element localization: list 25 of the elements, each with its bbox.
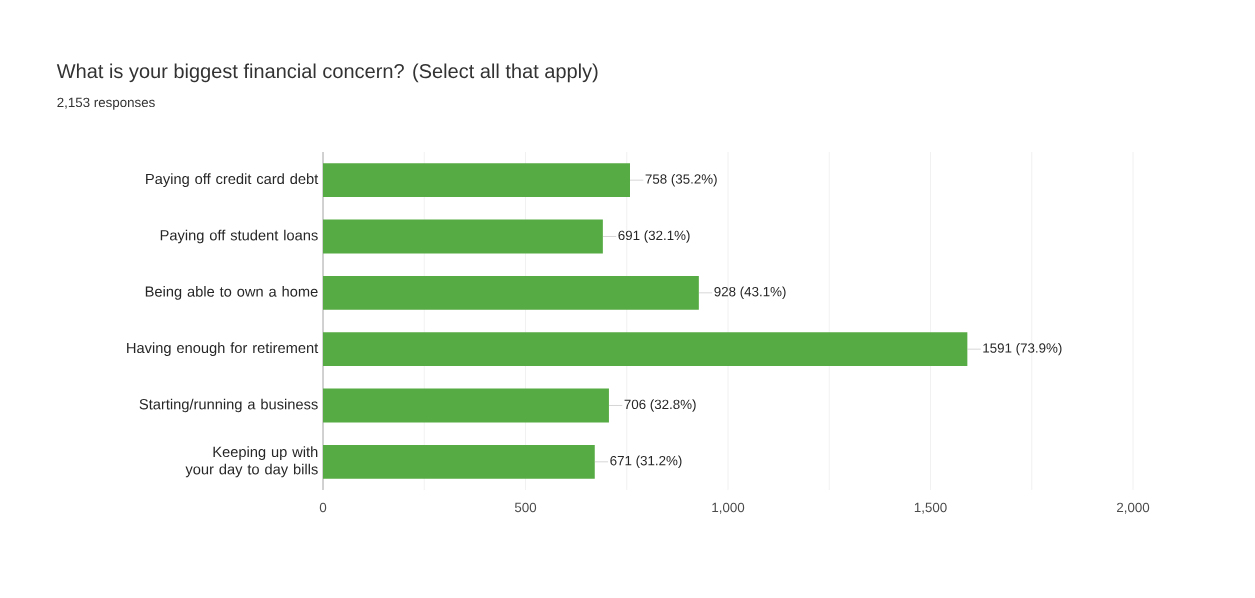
bar bbox=[323, 163, 630, 198]
data-label: 928 (43.1%) bbox=[714, 286, 786, 300]
data-label: 1591 (73.9%) bbox=[983, 342, 1062, 356]
x-tick-label: 1,500 bbox=[914, 502, 947, 514]
x-tick-label: 1,000 bbox=[712, 502, 745, 514]
y-tick-label: Paying off credit card debt bbox=[146, 173, 319, 187]
y-tick-label: Keeping up with your day to day bills bbox=[185, 446, 318, 478]
bar bbox=[323, 332, 968, 367]
data-label: 691 (32.1%) bbox=[618, 230, 690, 243]
bar bbox=[323, 444, 595, 479]
bar bbox=[323, 388, 609, 423]
x-tick-label: 0 bbox=[319, 502, 327, 513]
y-tick-label: Paying off student loans bbox=[160, 229, 318, 244]
data-label: 758 (35.2%) bbox=[645, 173, 717, 187]
x-tick-label: 500 bbox=[514, 502, 537, 513]
data-label: 706 (32.8%) bbox=[624, 399, 696, 412]
y-tick-label: Being able to own a home bbox=[145, 286, 318, 300]
x-tick-label: 2,000 bbox=[1116, 502, 1150, 514]
data-label: 671 (31.2%) bbox=[610, 455, 682, 469]
bar bbox=[323, 219, 603, 254]
bar bbox=[323, 275, 699, 310]
chart-title: What is your biggest financial concern? (Select all that apply) bbox=[56, 63, 598, 83]
y-tick-label: Starting/running a business bbox=[139, 398, 318, 413]
text: 2,153 responses bbox=[57, 97, 155, 110]
y-tick-label: Having enough for retirement bbox=[127, 342, 319, 356]
